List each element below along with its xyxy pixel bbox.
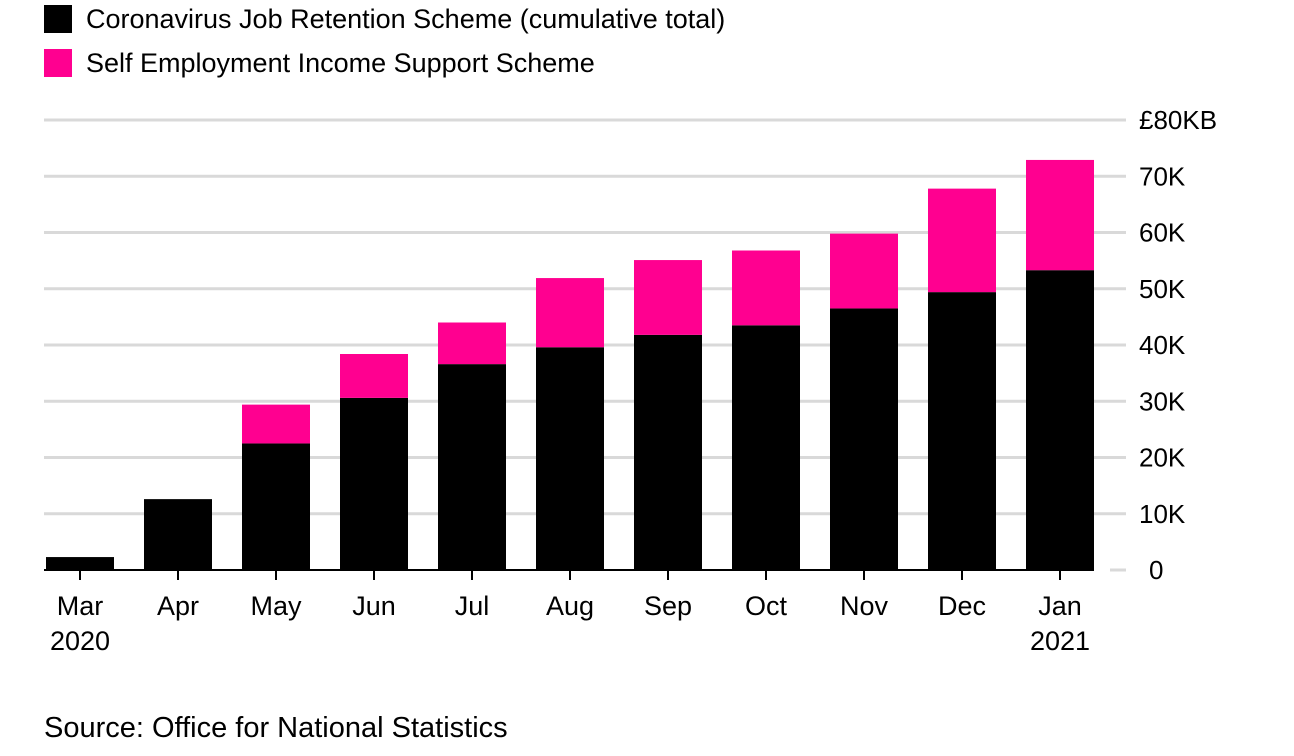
y-tick-label-50: 50K <box>1139 274 1186 304</box>
y-tick-label-40: 40K <box>1139 330 1186 360</box>
y-tick-label-70: 70K <box>1139 161 1186 191</box>
x-tick-label-may: May <box>250 591 302 621</box>
legend-label-job-retention: Coronavirus Job Retention Scheme (cumula… <box>86 4 726 34</box>
bar-sep-self-employment <box>634 260 702 335</box>
x-tick-label-jun: Jun <box>352 591 396 621</box>
legend: Coronavirus Job Retention Scheme (cumula… <box>44 4 725 92</box>
bar-jul-job-retention <box>438 364 506 570</box>
legend-item-job-retention: Coronavirus Job Retention Scheme (cumula… <box>44 4 725 34</box>
bar-oct-job-retention <box>732 325 800 570</box>
x-tick-label-mar: Mar <box>57 591 104 621</box>
bar-mar-job-retention <box>46 557 114 570</box>
x-tick-label-dec: Dec <box>938 591 986 621</box>
bar-oct-self-employment <box>732 250 800 326</box>
legend-swatch-job-retention <box>44 5 72 33</box>
bar-sep-job-retention <box>634 334 702 570</box>
x-tick-label-aug: Aug <box>546 591 594 621</box>
y-tick-label-30: 30K <box>1139 386 1186 416</box>
bar-nov-job-retention <box>830 308 898 570</box>
x-tick-label-jul: Jul <box>455 591 490 621</box>
x-tick-label-nov: Nov <box>840 591 889 621</box>
bar-jul-self-employment <box>438 322 506 365</box>
legend-label-self-employment: Self Employment Income Support Scheme <box>86 48 595 78</box>
x-tick-label-oct: Oct <box>745 591 788 621</box>
bar-jun-job-retention <box>340 397 408 570</box>
bar-aug-self-employment <box>536 278 604 348</box>
bar-dec-self-employment <box>928 188 996 293</box>
y-tick-label-0: 0 <box>1149 555 1163 585</box>
bar-jun-self-employment <box>340 354 408 398</box>
bar-jan-self-employment <box>1026 159 1094 271</box>
bar-dec-job-retention <box>928 292 996 570</box>
y-tick-label-10: 10K <box>1139 499 1186 529</box>
bar-may-self-employment <box>242 404 310 444</box>
x-tick-label-sep: Sep <box>644 591 692 621</box>
y-axis-labels: 0 10K 20K 30K 40K 50K 60K 70K £80KB <box>1139 105 1217 585</box>
bar-jan-job-retention <box>1026 270 1094 570</box>
bar-apr-job-retention <box>144 499 212 570</box>
source-note: Source: Office for National Statistics <box>44 712 508 744</box>
x-year-label-mar: 2020 <box>50 626 110 656</box>
bar-may-job-retention <box>242 443 310 570</box>
x-tick-label-apr: Apr <box>157 591 199 621</box>
x-year-label-jan: 2021 <box>1030 626 1090 656</box>
bar-layer <box>46 159 1094 570</box>
y-tick-label-80: £80KB <box>1139 105 1217 135</box>
legend-item-self-employment: Self Employment Income Support Scheme <box>44 48 725 78</box>
x-tick-label-jan: Jan <box>1038 591 1082 621</box>
bar-aug-job-retention <box>536 347 604 570</box>
y-tick-label-60: 60K <box>1139 218 1186 248</box>
y-tick-label-20: 20K <box>1139 443 1186 473</box>
legend-swatch-self-employment <box>44 49 72 77</box>
x-axis-labels: Mar 2020 Apr May Jun Jul Aug Sep Oct Nov Dec Jan 202… <box>50 570 1090 656</box>
bar-nov-self-employment <box>830 233 898 309</box>
